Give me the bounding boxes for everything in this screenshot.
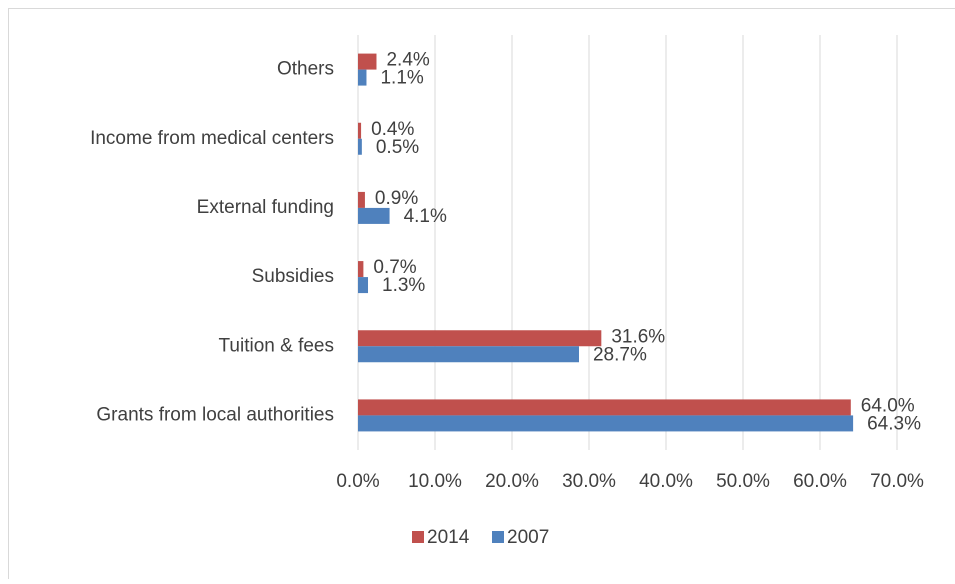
y-tick-label: External funding [197,197,334,218]
value-label: 64.3% [867,413,921,434]
bar [358,123,361,139]
x-tick-label: 10.0% [408,471,462,492]
y-tick-label: Grants from local authorities [96,404,334,425]
legend-swatch [492,531,504,543]
value-label: 28.7% [593,344,647,365]
bar [358,139,362,155]
bar [358,415,853,431]
chart-frame [9,9,955,580]
bar [358,277,368,293]
legend-swatch [412,531,424,543]
bar [358,330,601,346]
x-tick-label: 50.0% [716,471,770,492]
y-tick-label: Others [277,59,334,80]
y-tick-label: Income from medical centers [90,128,334,149]
x-tick-label: 0.0% [336,471,379,492]
x-tick-label: 40.0% [639,471,693,492]
x-tick-label: 70.0% [870,471,924,492]
bar [358,346,579,362]
bar [358,54,376,70]
bar [358,192,365,208]
x-tick-label: 20.0% [485,471,539,492]
x-tick-label: 30.0% [562,471,616,492]
bar [358,399,851,415]
value-label: 1.1% [380,68,423,89]
y-tick-label: Subsidies [252,266,334,287]
x-tick-label: 60.0% [793,471,847,492]
bar [358,261,363,277]
value-label: 0.5% [376,137,419,158]
y-tick-label: Tuition & fees [219,335,334,356]
legend-label: 2007 [507,527,549,548]
value-label: 4.1% [404,206,447,227]
value-label: 1.3% [382,275,425,296]
legend-label: 2014 [427,527,470,548]
bar [358,208,390,224]
bar [358,70,366,86]
